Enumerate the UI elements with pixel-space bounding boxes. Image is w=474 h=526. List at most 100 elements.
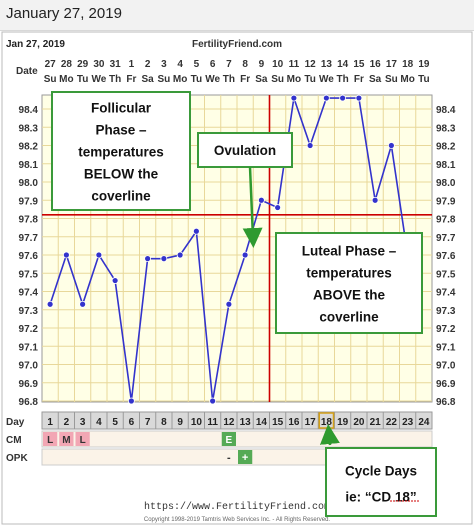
date-label: 4: [177, 59, 183, 70]
annotation-luteal-line: ABOVE the: [313, 288, 386, 303]
cycle-day-label: 21: [370, 417, 382, 428]
temperature-point: [46, 300, 54, 308]
temperature-point: [339, 94, 347, 102]
date-label: 31: [110, 59, 122, 70]
cycle-day-label: 19: [337, 417, 349, 428]
y-tick-right: 97.5: [436, 269, 456, 280]
cycle-day-label: 18: [321, 417, 333, 428]
annotation-cycle-line: ie: “CD 18”: [345, 490, 416, 505]
y-tick-right: 97.0: [436, 361, 456, 372]
cm-value: L: [47, 435, 53, 446]
y-tick-right: 98.4: [436, 105, 456, 116]
y-tick-left: 97.3: [19, 306, 39, 317]
temperature-point: [225, 300, 233, 308]
annotation-follicular-line: coverline: [91, 189, 151, 204]
footer-url: https://www.FertilityFriend.com: [144, 501, 330, 513]
weekday-label: Su: [44, 74, 57, 85]
cm-row: [41, 430, 433, 448]
temperature-point: [241, 251, 249, 259]
temperature-point: [274, 204, 282, 211]
weekday-label: Mo: [400, 74, 414, 85]
temperature-point: [192, 227, 200, 235]
annotation-follicular-line: Follicular: [91, 101, 152, 116]
weekday-label: Su: [271, 74, 284, 85]
weekday-label: Sa: [369, 74, 382, 85]
weekday-label: Tu: [418, 74, 429, 85]
annotation-cycle-line: Cycle Days: [345, 464, 417, 479]
date-label: 2: [145, 59, 151, 70]
weekday-label: Mo: [59, 74, 73, 85]
copyright: Copyright 1998-2019 Tamtris Web Services…: [144, 517, 331, 523]
date-label: 10: [272, 59, 284, 70]
cycle-day-label: 1: [47, 417, 53, 428]
cycle-day-label: 4: [96, 417, 102, 428]
cycle-day-arrow: [319, 424, 340, 446]
date-label: 13: [321, 59, 333, 70]
annotation-ovulation: [197, 132, 293, 168]
temperature-point: [144, 255, 152, 263]
opk-cell: [238, 450, 253, 464]
y-tick-right: 97.1: [436, 342, 456, 353]
cm-cell: [75, 432, 90, 446]
date-label: 28: [61, 59, 73, 70]
date-label: 9: [259, 59, 265, 70]
temperature-point: [371, 196, 379, 204]
cycle-day-label: 7: [145, 417, 151, 428]
annotation-follicular-line: BELOW the: [84, 167, 159, 182]
y-tick-left: 97.1: [19, 342, 39, 353]
y-tick-left: 98.1: [19, 160, 39, 171]
cm-cell: [43, 432, 58, 446]
cycle-day-label: 24: [418, 417, 430, 428]
date-label: 11: [289, 59, 300, 70]
y-tick-left: 98.0: [19, 178, 39, 189]
cm-cell: [221, 432, 236, 446]
annotation-follicular-line: Phase –: [95, 123, 147, 138]
y-tick-left: 97.7: [19, 233, 39, 244]
weekday-label: Tu: [304, 74, 315, 85]
date-label: 16: [370, 59, 382, 70]
y-tick-right: 97.4: [436, 288, 456, 299]
weekday-label: Mo: [173, 74, 187, 85]
y-tick-left: 97.8: [19, 215, 39, 226]
temperature-point: [176, 251, 184, 259]
cm-row-label: CM: [6, 435, 22, 446]
date-label: 29: [77, 59, 89, 70]
cycle-day-label: 13: [240, 417, 252, 428]
y-tick-left: 96.8: [19, 397, 39, 408]
y-tick-left: 98.2: [19, 142, 39, 153]
chart-date: Jan 27, 2019: [6, 39, 65, 50]
cycle-day-label: 23: [402, 417, 414, 428]
y-tick-right: 96.8: [436, 397, 456, 408]
temperature-point: [306, 142, 314, 149]
temperature-point: [322, 94, 330, 102]
date-label: 12: [305, 59, 317, 70]
date-label: 30: [93, 59, 105, 70]
annotation-cycle: [325, 447, 437, 517]
weekday-label: Sa: [255, 74, 268, 85]
weekday-label: Sa: [142, 74, 155, 85]
y-tick-right: 97.6: [436, 251, 456, 262]
y-tick-right: 97.7: [436, 233, 456, 244]
annotation-follicular: [51, 91, 191, 211]
ovulation-arrow: [242, 166, 263, 248]
header-bar: January 27, 2019: [0, 0, 474, 31]
annotation-follicular-line: temperatures: [78, 145, 164, 160]
cycle-day-label: 22: [386, 417, 398, 428]
date-label: 1: [129, 59, 135, 70]
temperature-point: [95, 251, 103, 259]
weekday-label: Su: [157, 74, 170, 85]
annotation-luteal-line: Luteal Phase –: [302, 244, 397, 259]
date-label: 14: [337, 59, 349, 70]
weekday-label: We: [91, 74, 106, 85]
date-label: 18: [402, 59, 414, 70]
opk-value: -: [227, 452, 231, 464]
temperature-point: [387, 142, 395, 149]
date-label: 27: [45, 59, 57, 70]
weekday-label: Tu: [191, 74, 202, 85]
annotation-luteal-line: coverline: [319, 310, 379, 325]
annotation-luteal: [275, 232, 423, 334]
y-tick-left: 97.6: [19, 251, 39, 262]
annotation-luteal-line: temperatures: [306, 266, 392, 281]
y-tick-left: 97.0: [19, 361, 39, 372]
